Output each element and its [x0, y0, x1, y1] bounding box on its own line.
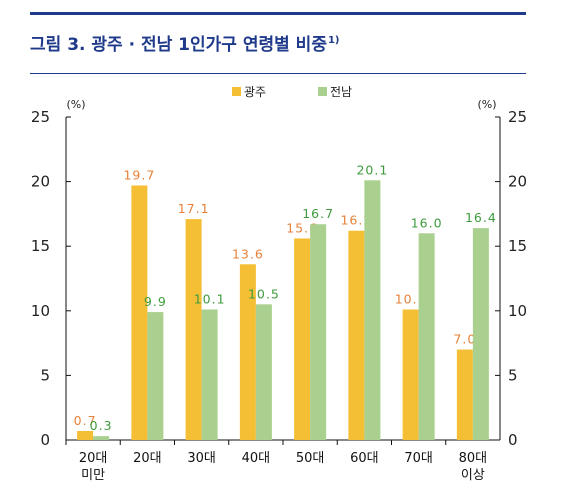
figure-title-footnote: 1) [327, 35, 340, 47]
data-label-jeonnam: 20.1 [356, 162, 388, 177]
x-tick-label: 30대 [187, 451, 216, 466]
bar-jeonnam [93, 436, 110, 440]
bar-jeonnam [364, 180, 381, 441]
data-label-gwangju: 17.1 [178, 201, 210, 216]
x-tick-label: 80대 [459, 451, 488, 466]
x-tick-label: 40대 [242, 451, 271, 466]
data-label-gwangju: 7.0 [453, 332, 476, 347]
bar-jeonnam [255, 304, 272, 440]
y-unit-left: (%) [66, 98, 85, 111]
data-label-gwangju: 19.7 [123, 167, 155, 182]
bar-gwangju [185, 219, 202, 440]
y-tick-label-left: 20 [31, 173, 50, 191]
y-tick-label-right: 25 [508, 108, 527, 126]
data-label-gwangju: 0.7 [74, 413, 97, 428]
legend-swatch-jeonnam [318, 87, 327, 96]
y-tick-label-right: 20 [508, 173, 527, 191]
bar-jeonnam [310, 224, 327, 440]
data-label-gwangju: 13.6 [232, 246, 264, 261]
bar-gwangju [456, 349, 473, 440]
bar-gwangju [294, 238, 311, 440]
data-label-jeonnam: 0.3 [90, 418, 113, 433]
data-label-jeonnam: 9.9 [144, 294, 167, 309]
data-label-gwangju: 10.1 [395, 292, 427, 307]
figure-title-text: 그림 3. 광주 · 전남 1인가구 연령별 비중 [30, 35, 327, 55]
legend-swatch-gwangju [232, 87, 241, 96]
y-tick-label-left: 5 [40, 366, 50, 384]
y-tick-label-left: 0 [40, 431, 50, 449]
x-tick-label: 20대 [133, 451, 162, 466]
y-tick-label-right: 10 [508, 302, 527, 320]
data-label-gwangju: 16.2 [340, 213, 372, 228]
data-label-jeonnam: 16.0 [411, 215, 443, 230]
bar-jeonnam [147, 312, 164, 440]
title-underline [30, 73, 526, 74]
y-tick-label-left: 15 [31, 237, 50, 255]
bar-jeonnam [418, 233, 435, 440]
data-label-jeonnam: 16.7 [302, 206, 334, 221]
top-rule [30, 12, 526, 15]
x-tick-label: 미만 [81, 468, 105, 483]
bar-jeonnam [472, 228, 489, 440]
x-tick-label: 20대 [79, 451, 108, 466]
bar-gwangju [402, 309, 419, 440]
x-tick-label: 50대 [296, 451, 325, 466]
x-tick-label: 70대 [404, 451, 433, 466]
bar-gwangju [348, 230, 365, 440]
bar-gwangju [239, 264, 256, 440]
data-label-jeonnam: 10.1 [194, 292, 226, 307]
figure-title: 그림 3. 광주 · 전남 1인가구 연령별 비중1) [30, 30, 340, 55]
bar-gwangju [77, 430, 94, 440]
y-tick-label-right: 0 [508, 431, 518, 449]
y-tick-label-right: 5 [508, 366, 518, 384]
y-tick-label-right: 15 [508, 237, 527, 255]
data-label-jeonnam: 16.4 [465, 210, 497, 225]
legend-label-gwangju: 광주 [244, 85, 266, 99]
x-tick-label: 60대 [350, 451, 379, 466]
y-tick-label-left: 10 [31, 302, 50, 320]
y-tick-label-left: 25 [31, 108, 50, 126]
bar-jeonnam [201, 309, 218, 440]
data-label-gwangju: 15.6 [286, 220, 318, 235]
x-tick-label: 이상 [461, 468, 485, 483]
legend-label-jeonnam: 전남 [330, 85, 352, 99]
data-label-jeonnam: 10.5 [248, 286, 280, 301]
y-unit-right: (%) [477, 98, 496, 111]
bar-gwangju [131, 185, 148, 440]
